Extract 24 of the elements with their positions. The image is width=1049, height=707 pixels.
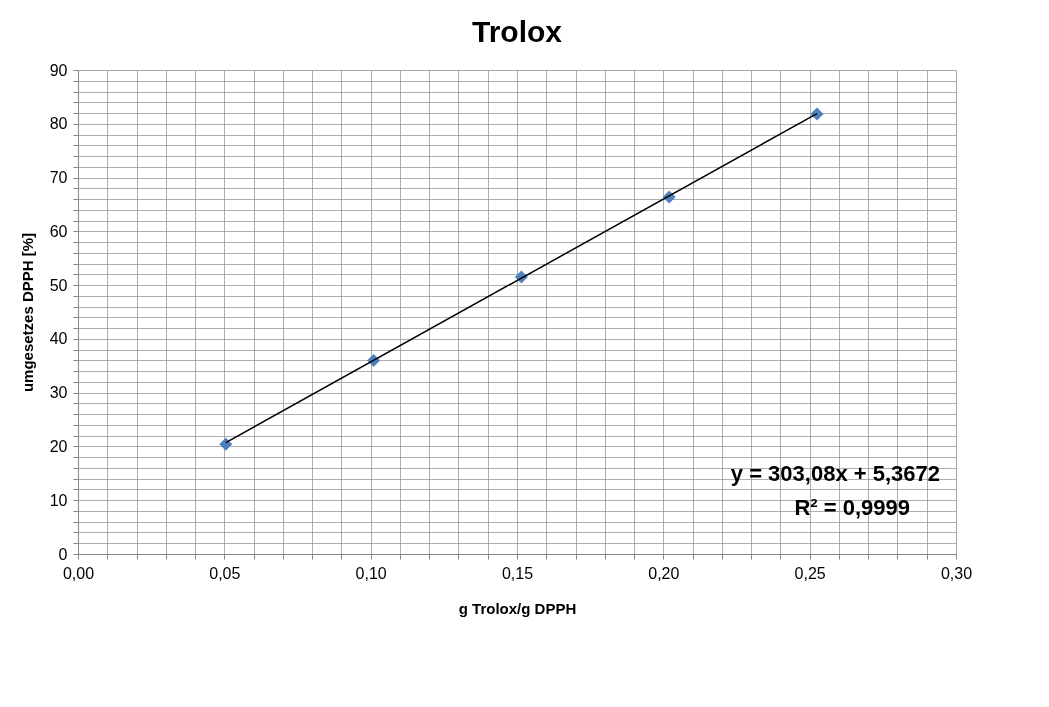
x-tick-label: 0,05 xyxy=(209,564,241,582)
y-axis-title: umgesetzes DPPH [%] xyxy=(18,232,36,393)
x-tick-label: 0,10 xyxy=(355,564,387,582)
y-tick-label: 20 xyxy=(49,437,68,455)
chart-title: Trolox xyxy=(471,15,563,48)
y-tick-label: 80 xyxy=(49,115,68,133)
point xyxy=(219,437,233,451)
y-tick-label: 10 xyxy=(49,491,68,509)
x-tick-label: 0,00 xyxy=(62,564,95,582)
y-tick-label: 0 xyxy=(58,545,68,563)
annotation: R² = 0,9999 xyxy=(794,495,910,520)
y-tick-label: 90 xyxy=(49,61,68,79)
x-axis-title: g Trolox/g DPPH xyxy=(458,599,577,617)
point xyxy=(810,107,824,121)
x-tick-label: 0,30 xyxy=(940,564,973,582)
y-tick-label: 50 xyxy=(49,276,68,294)
y-tick-label: 40 xyxy=(49,330,68,348)
x-tick-label: 0,15 xyxy=(501,564,534,582)
y-tick-label: 60 xyxy=(49,222,68,240)
annotation: y = 303,08x + 5,3672 xyxy=(730,461,940,486)
x-tick-label: 0,25 xyxy=(794,564,826,582)
y-tick-label: 70 xyxy=(49,169,68,187)
x-tick-label: 0,20 xyxy=(648,564,680,582)
y-tick-label: 30 xyxy=(49,384,68,402)
